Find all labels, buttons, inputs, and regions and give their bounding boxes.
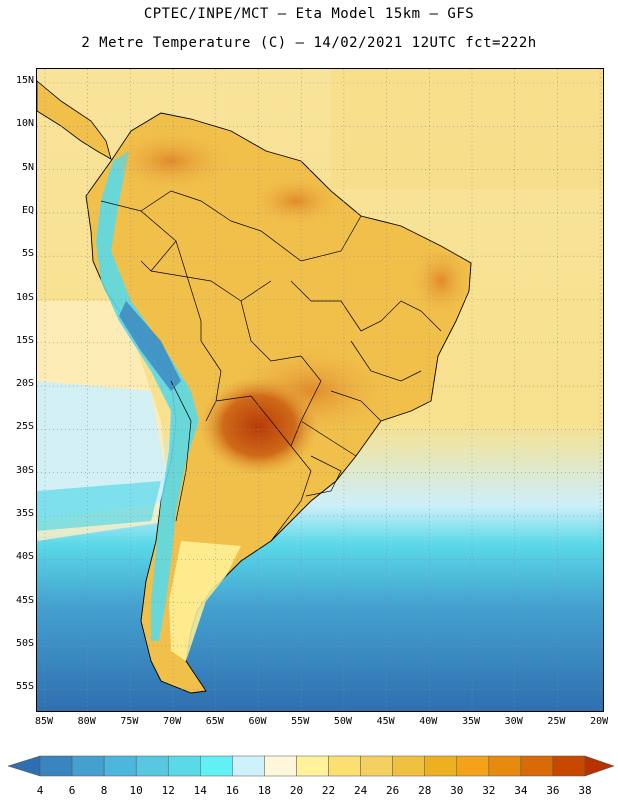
colorbar-tick-label: 22	[321, 784, 336, 797]
northeast-warm	[411, 246, 471, 316]
colorbar-tick-label: 16	[225, 784, 239, 797]
lat-label: 15N	[15, 75, 34, 86]
colorbar-swatch	[296, 755, 329, 777]
colorbar-swatch	[552, 755, 586, 777]
lat-label: 45S	[15, 594, 34, 606]
colorbar-tick-label: 12	[161, 784, 175, 797]
lat-label: 50S	[15, 637, 34, 649]
lon-label: 45W	[376, 716, 395, 727]
colorbar-tick-label: 14	[193, 784, 207, 797]
lon-label: 40W	[419, 716, 438, 727]
colorbar-swatch	[456, 755, 490, 777]
colorbar-tick-label: 30	[450, 784, 464, 797]
colorbar-swatch	[488, 755, 522, 777]
lat-label: 25S	[15, 421, 34, 433]
chart-title-line1: CPTEC/INPE/MCT – Eta Model 15km – GFS	[143, 6, 475, 22]
lat-label: 35S	[15, 508, 34, 519]
colorbar-swatch	[264, 755, 297, 777]
colorbar-low-arrow	[7, 755, 41, 777]
colorbar-tick-label: 4	[36, 784, 44, 797]
colorbar-swatch	[200, 755, 233, 777]
colorbar-tick-label: 6	[68, 784, 76, 797]
chart-title-line2: 2 Metre Temperature (C) – 14/02/2021 12U…	[81, 35, 537, 51]
colorbar-swatch	[135, 755, 169, 777]
colorbar-swatch	[232, 755, 265, 777]
colorbar-tick-label: 36	[546, 784, 560, 797]
lat-label: 5S	[21, 248, 34, 260]
temperature-map	[36, 68, 604, 712]
pacific-cold-band	[37, 481, 161, 531]
lon-label: 85W	[34, 716, 54, 727]
lat-label: EQ	[21, 204, 34, 216]
colorbar-tick-label: 34	[514, 784, 528, 797]
colorbar-tick-label: 38	[578, 784, 592, 797]
lat-label: 5N	[21, 161, 34, 173]
colorbar-swatch	[520, 755, 554, 777]
ocean-warm-band	[331, 69, 603, 189]
colorbar-tick-label: 28	[418, 784, 432, 797]
lon-label: 20W	[590, 716, 609, 727]
colorbar-swatch	[328, 755, 361, 777]
colorbar-tick-label: 24	[353, 784, 368, 797]
lat-label: 10S	[15, 291, 34, 303]
lon-label: 30W	[504, 716, 523, 727]
colorbar-high-arrow	[584, 755, 615, 777]
chaco-hot	[199, 376, 319, 476]
lat-label: 20S	[15, 378, 34, 390]
lat-label: 55S	[15, 681, 34, 693]
central-america-land	[37, 80, 112, 160]
patagonia-mild	[169, 541, 241, 661]
lon-label: 70W	[163, 716, 182, 727]
colorbar-tick-label: 26	[386, 784, 400, 797]
lon-label: 80W	[77, 716, 96, 727]
colorbar-swatch	[39, 755, 73, 777]
colorbar-tick-label: 18	[257, 784, 272, 797]
lon-label: 75W	[120, 716, 139, 727]
colorbar-swatch	[103, 755, 137, 777]
lat-label: 40S	[15, 551, 34, 563]
colorbar	[7, 755, 615, 777]
venezuela-warm	[111, 131, 231, 191]
lat-label: 15S	[15, 334, 34, 346]
colorbar-tick-label: 32	[482, 784, 496, 797]
colorbar-swatch	[360, 755, 393, 777]
lon-label: 50W	[333, 716, 352, 727]
andes-high-cold	[119, 301, 181, 391]
colorbar-swatch	[424, 755, 458, 777]
colorbar-swatch	[167, 755, 201, 777]
lon-label: 25W	[547, 716, 566, 727]
lon-label: 35W	[461, 716, 481, 727]
colorbar-tick-label: 8	[100, 784, 108, 797]
lon-label: 55W	[291, 716, 310, 727]
colorbar-swatch	[71, 755, 105, 777]
andes-cold-band	[96, 151, 199, 641]
lon-label: 60W	[248, 716, 267, 727]
map-canvas	[37, 69, 603, 711]
colorbar-tick-label: 20	[289, 784, 304, 797]
lat-label: 30S	[15, 464, 34, 476]
lat-label: 10N	[15, 118, 34, 130]
colorbar-tick-label: 10	[129, 784, 143, 797]
colorbar-swatch	[392, 755, 425, 777]
lon-label: 65W	[205, 716, 224, 727]
guiana-warm	[251, 176, 341, 226]
